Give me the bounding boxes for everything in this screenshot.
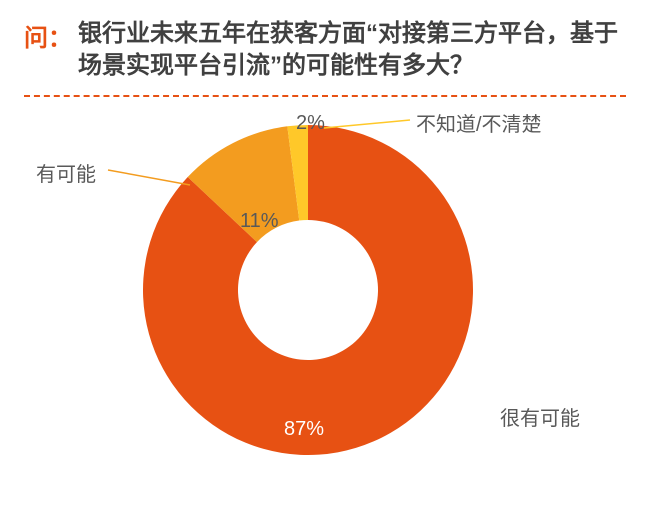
- leader-line-0: [108, 170, 190, 185]
- pct-label-very_likely: 87%: [284, 418, 324, 441]
- donut-svg: [0, 0, 650, 513]
- ext-label-possible: 有可能: [36, 158, 96, 187]
- ext-label-very_likely: 很有可能: [500, 402, 580, 431]
- figure-root: 问： 银行业未来五年在获客方面“对接第三方平台，基于场景实现平台引流”的可能性有…: [0, 0, 650, 513]
- pct-label-possible: 11%: [240, 210, 279, 233]
- pct-label-dont_know: 2%: [296, 112, 325, 135]
- ext-label-dont_know: 不知道/不清楚: [416, 108, 542, 137]
- leader-line-1: [324, 120, 410, 128]
